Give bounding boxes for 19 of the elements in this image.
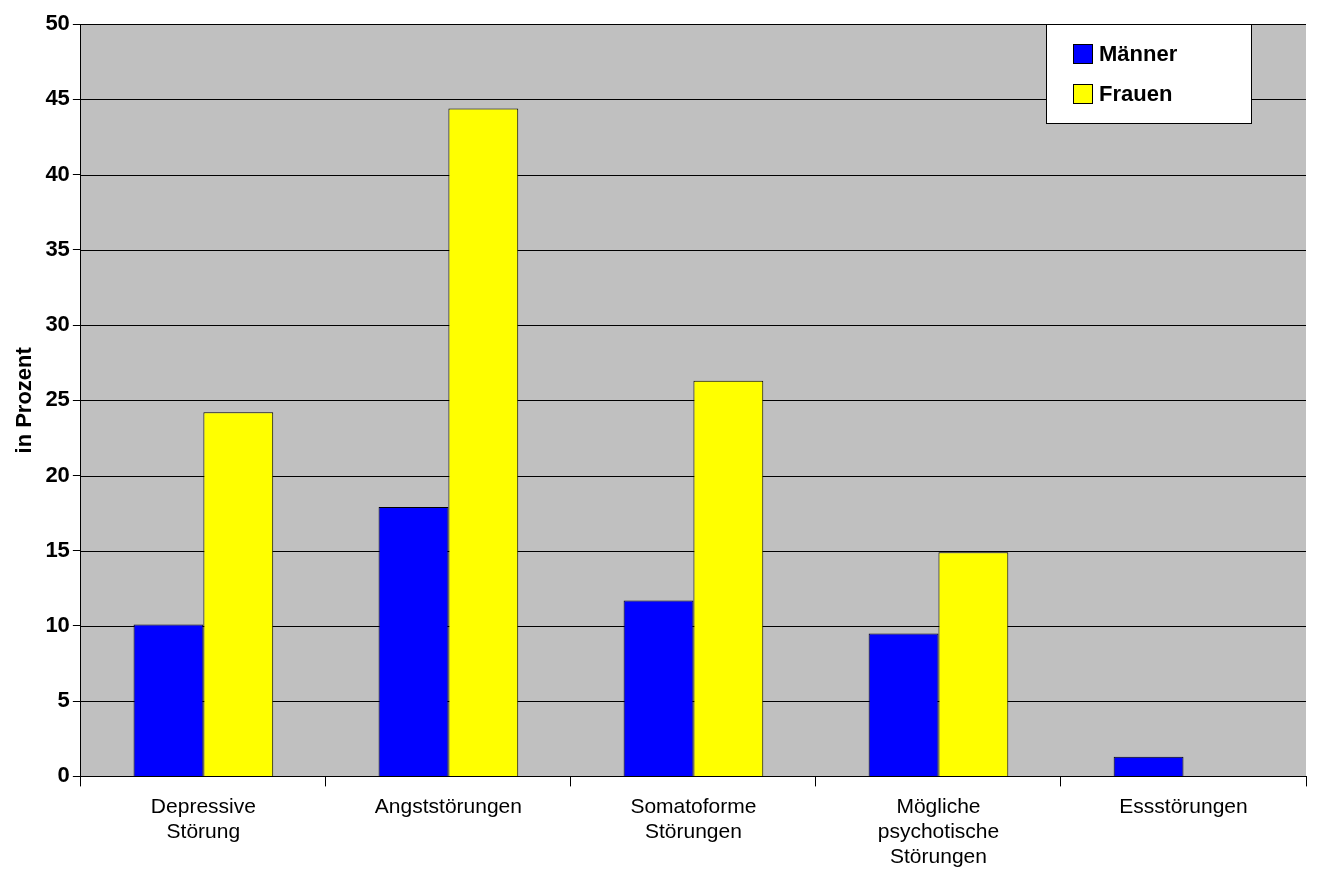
x-tick-label: Depressive Störung xyxy=(150,793,256,842)
y-tick-label: 45 xyxy=(45,85,70,111)
y-axis-title: in Prozent xyxy=(11,346,37,454)
x-tick-label: Essstörungen xyxy=(1119,793,1248,817)
y-tick-label: 20 xyxy=(45,461,70,487)
y-tick-label: 30 xyxy=(45,311,70,337)
legend-label: Männer xyxy=(1099,41,1178,68)
y-tick-label: 15 xyxy=(45,536,70,562)
legend-label: Frauen xyxy=(1099,81,1173,108)
y-tick-label: 35 xyxy=(45,235,70,261)
x-tick-label: Somatoforme Störungen xyxy=(630,793,757,842)
x-tick-label: Mögliche psychotische Störungen xyxy=(877,793,1000,868)
y-tick-label: 40 xyxy=(45,160,70,186)
y-tick-label: 50 xyxy=(45,10,70,36)
y-tick-label: 10 xyxy=(45,612,70,638)
y-tick-label: 25 xyxy=(45,386,70,412)
y-tick-label: 5 xyxy=(57,687,70,713)
y-tick-label: 0 xyxy=(57,762,70,788)
x-tick-label: Angststörungen xyxy=(374,793,522,817)
